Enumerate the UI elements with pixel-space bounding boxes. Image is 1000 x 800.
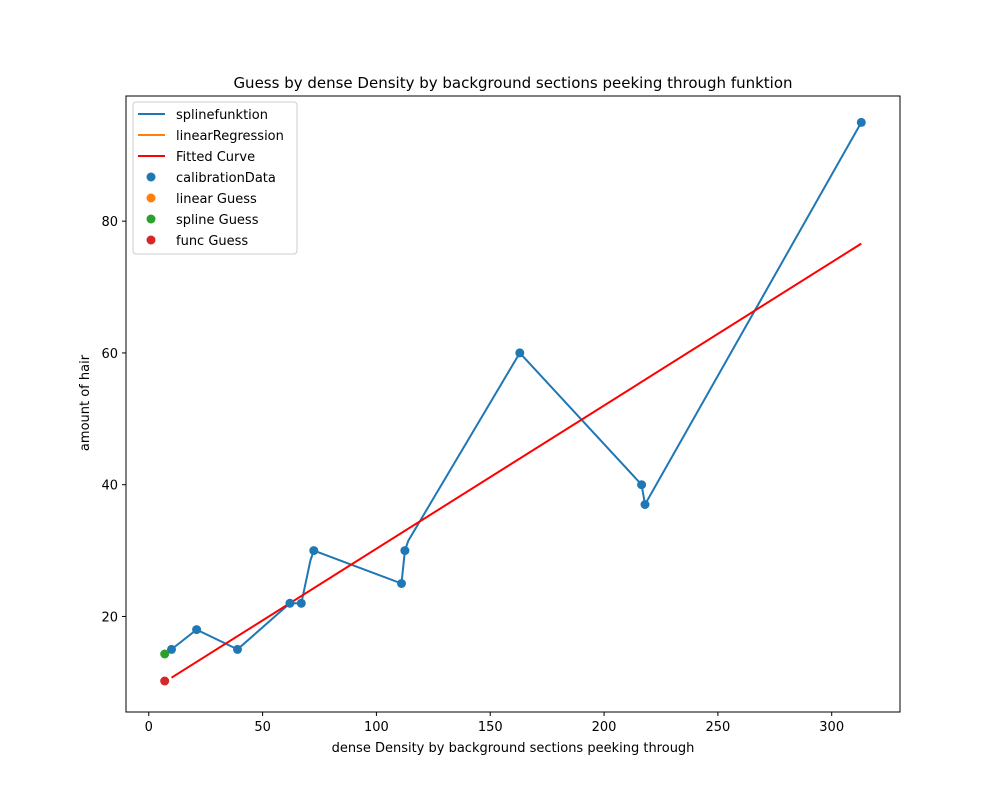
legend-label-calibrationdata: calibrationData <box>176 171 276 186</box>
data-point-calibrationdata <box>285 598 295 608</box>
data-point-calibrationdata <box>167 644 176 654</box>
data-point-calibrationdata <box>856 117 866 127</box>
y-tick-label: 80 <box>101 215 118 230</box>
legend-label-splinefunktion: splinefunktion <box>176 108 268 123</box>
plot-area <box>160 117 866 686</box>
data-point-calibrationdata <box>637 480 647 490</box>
y-tick-label: 20 <box>101 610 118 625</box>
x-tick-label: 100 <box>364 720 389 735</box>
data-point-calibrationdata <box>640 500 650 509</box>
legend-label-func-guess: func Guess <box>176 234 248 249</box>
data-point-calibrationdata <box>296 598 306 608</box>
chart-title: Guess by dense Density by background sec… <box>233 74 792 92</box>
legend-label-linearregression: linearRegression <box>176 129 284 144</box>
legend-label-linear-guess: linear Guess <box>176 192 257 207</box>
legend-swatch-linear-guess <box>146 193 156 203</box>
data-point-calibrationdata <box>400 546 410 556</box>
data-point-calibrationdata <box>309 546 319 556</box>
x-tick-label: 150 <box>478 720 503 735</box>
axes: 0 50 100 150 200 250 300 20 40 60 80 <box>101 95 901 735</box>
y-tick-label: 40 <box>101 479 118 494</box>
legend-swatch-calibrationdata <box>146 172 156 182</box>
data-point-calibrationdata <box>192 625 202 635</box>
data-point-calibrationdata <box>397 579 406 588</box>
x-tick-label: 0 <box>145 720 153 735</box>
legend: splinefunktion linearRegression Fitted Cur… <box>132 101 298 255</box>
axes-frame <box>125 95 901 713</box>
x-tick-label: 250 <box>705 720 730 735</box>
x-axis-label: dense Density by background sections pee… <box>332 741 695 756</box>
x-tick-label: 300 <box>819 720 844 735</box>
x-tick-label: 50 <box>254 720 271 735</box>
legend-label-spline-guess: spline Guess <box>176 213 259 228</box>
legend-label-fitted-curve: Fitted Curve <box>176 150 255 165</box>
legend-swatch-spline-guess <box>146 214 156 224</box>
legend-box <box>132 101 298 255</box>
legend-swatch-func-guess <box>146 235 156 245</box>
data-point-spline-guess <box>160 649 170 659</box>
y-tick-label: 60 <box>101 347 118 362</box>
data-point-calibrationdata <box>233 644 242 654</box>
y-axis-label: amount of hair <box>78 354 93 451</box>
data-point-func-guess <box>160 676 170 686</box>
x-tick-label: 200 <box>592 720 617 735</box>
data-point-calibrationdata <box>515 348 525 358</box>
series-line-splinefunktion <box>170 121 863 651</box>
